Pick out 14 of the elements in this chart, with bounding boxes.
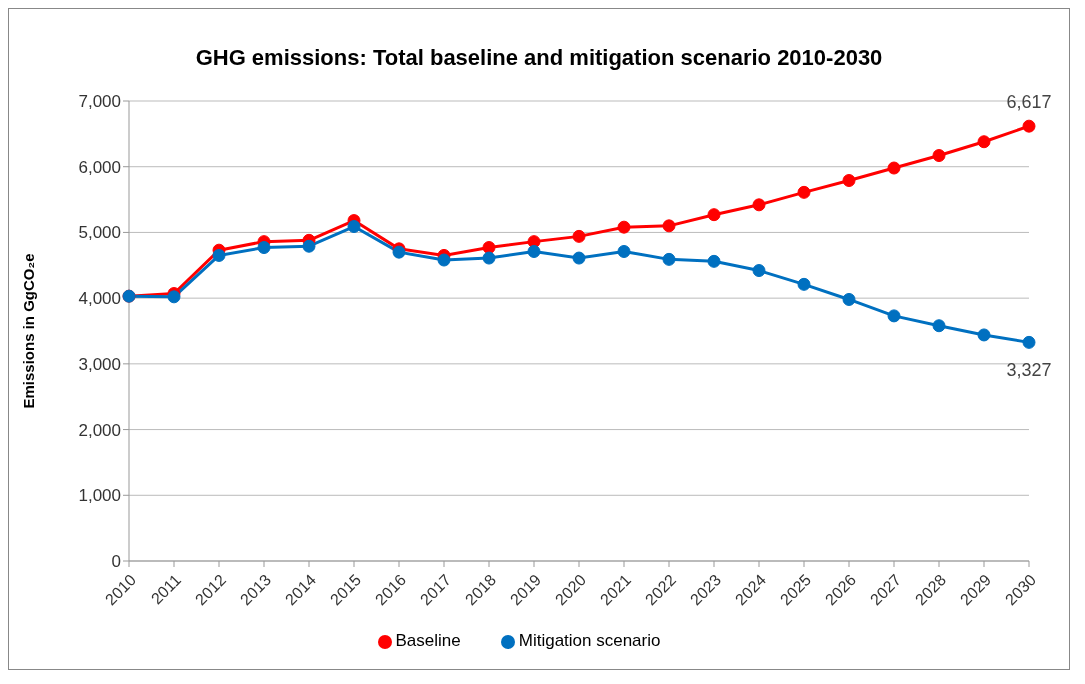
y-tick-label: 7,000 bbox=[78, 92, 121, 112]
legend-label: Baseline bbox=[395, 631, 461, 650]
chart-title: GHG emissions: Total baseline and mitigation scenario 2010-2030 bbox=[194, 45, 884, 71]
legend-label: Mitigation scenario bbox=[518, 631, 661, 650]
y-tick-label: 3,000 bbox=[78, 354, 121, 374]
y-tick-label: 0 bbox=[111, 552, 121, 572]
data-label: 6,617 bbox=[1006, 92, 1052, 113]
y-tick-label: 5,000 bbox=[78, 223, 121, 243]
y-tick-label: 6,000 bbox=[78, 157, 121, 177]
y-axis-title: Emissions in GgCO₂e bbox=[20, 253, 38, 409]
y-tick-label: 4,000 bbox=[78, 289, 121, 309]
data-label: 3,327 bbox=[1006, 360, 1052, 381]
y-tick-label: 1,000 bbox=[78, 486, 121, 506]
y-tick-label: 2,000 bbox=[78, 420, 121, 440]
